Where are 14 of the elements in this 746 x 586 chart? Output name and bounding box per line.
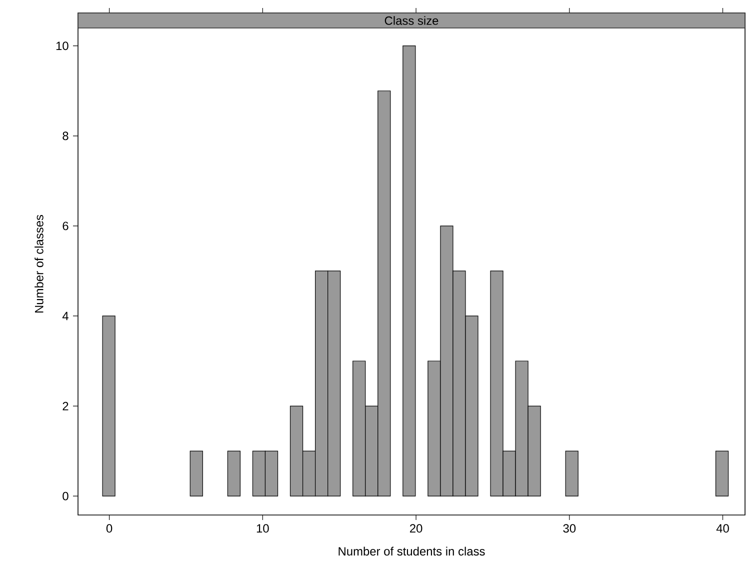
y-tick-label: 2	[62, 402, 68, 410]
x-tick-label: 40	[716, 524, 729, 533]
y-tick-label: 0	[62, 492, 68, 500]
x-tick-label: 10	[256, 524, 269, 533]
y-tick-label: 8	[62, 132, 68, 140]
x-axis-title: Number of students in class	[338, 546, 485, 556]
x-tick-label: 30	[563, 524, 576, 533]
y-tick-label: 6	[62, 222, 68, 230]
x-tick-label: 20	[410, 524, 422, 533]
y-axis-title: Number of classes	[34, 214, 44, 312]
chart-title: Class size	[384, 16, 438, 25]
y-tick-label: 4	[62, 312, 68, 320]
x-tick-label: 0	[106, 524, 112, 533]
y-tick-label: 10	[56, 42, 68, 50]
